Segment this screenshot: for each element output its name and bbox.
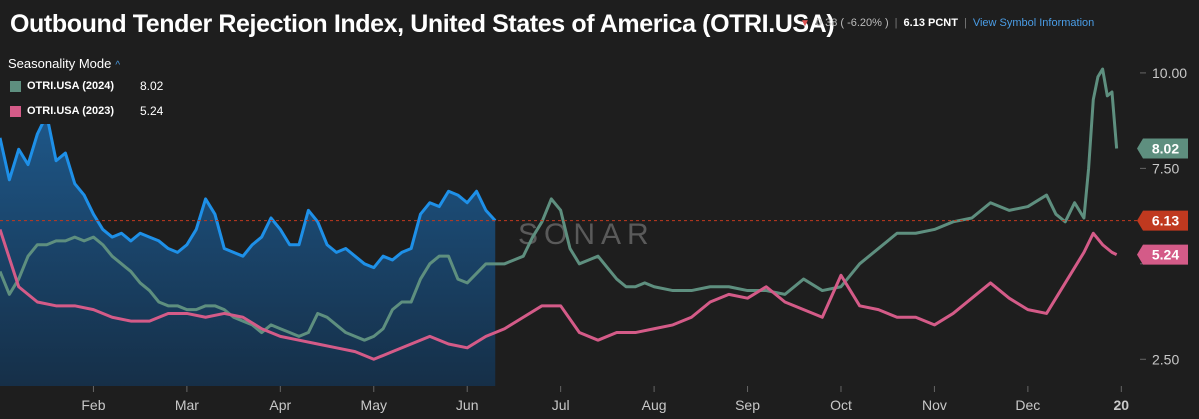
legend-label: OTRI.USA (2023) <box>27 105 115 117</box>
legend-swatch-2023 <box>10 105 21 117</box>
x-tick-label: Jun <box>456 397 479 413</box>
seasonality-mode-toggle[interactable]: Seasonality Mode ^ <box>8 56 120 71</box>
x-tick-label: Sep <box>735 397 760 413</box>
legend-item-2023[interactable]: OTRI.USA (2023) 5.24 <box>10 104 163 118</box>
x-tick-label: Oct <box>830 397 852 413</box>
legend-item-2024[interactable]: OTRI.USA (2024) 8.02 <box>10 79 163 93</box>
x-tick-label: Nov <box>922 397 947 413</box>
legend-value: 5.24 <box>140 104 164 118</box>
series-2024-end-badge <box>1137 138 1188 159</box>
divider: | <box>963 17 967 29</box>
x-tick-label: Apr <box>269 397 291 413</box>
x-tick-label: 20 <box>1114 397 1130 413</box>
chevron-up-icon: ^ <box>115 60 121 71</box>
current-value: 6.13 PCNT <box>903 17 958 29</box>
series-line-2023 <box>0 228 1118 361</box>
x-tick-label: Dec <box>1015 397 1040 413</box>
series-lines <box>0 67 1119 361</box>
value-badges: 6.13 8.02 5.24 <box>1137 138 1188 265</box>
y-tick-label: 10.00 <box>1152 65 1187 81</box>
chart-title: Outbound Tender Rejection Index, United … <box>10 10 835 38</box>
legend: Seasonality Mode ^ OTRI.USA (2024) 8.02 O… <box>0 52 205 124</box>
x-axis: Feb Mar Apr May Jun Jul Aug Sep Oct Nov Dec 20 <box>81 386 1129 413</box>
x-tick-label: Aug <box>642 397 667 413</box>
y-axis: 2.50 7.50 10.00 <box>1140 65 1187 367</box>
series-2024-end-badge-label: 8.02 <box>1152 141 1179 157</box>
x-tick-label: May <box>361 397 387 413</box>
down-arrow-icon: ▼ <box>800 17 810 29</box>
sonar-watermark: SONAR <box>518 218 655 251</box>
legend-value: 8.02 <box>140 79 164 93</box>
series-line-2025 <box>0 113 497 270</box>
x-tick-label: Mar <box>175 397 199 413</box>
y-tick-label: 7.50 <box>1152 160 1179 176</box>
current-value-badge <box>1137 210 1188 231</box>
series-2023-end-badge-label: 5.24 <box>1152 247 1179 263</box>
view-symbol-info-link[interactable]: View Symbol Information <box>972 17 1095 29</box>
series-2023-end-badge <box>1137 244 1188 265</box>
change-value: 0.38 ( -6.20% ) <box>815 17 889 29</box>
current-value-badge-label: 6.13 <box>1152 213 1179 229</box>
series-line-2024 <box>0 67 1119 342</box>
y-tick-label: 2.50 <box>1152 351 1179 367</box>
x-tick-label: Jul <box>552 397 570 413</box>
legend-swatch-2024 <box>10 80 21 92</box>
quote-stats: ▼ 0.38 ( -6.20% ) | 6.13 PCNT | View Sym… <box>800 17 1094 29</box>
legend-label: OTRI.USA (2024) <box>27 80 115 92</box>
x-tick-label: Feb <box>81 397 105 413</box>
header: Outbound Tender Rejection Index, United … <box>0 0 1199 50</box>
seasonality-mode-label: Seasonality Mode <box>8 56 112 71</box>
divider: | <box>894 17 898 29</box>
